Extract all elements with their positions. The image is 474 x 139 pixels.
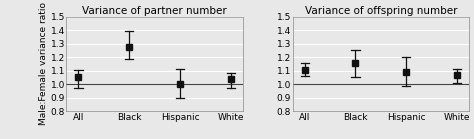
Y-axis label: Male:Female variance ratio: Male:Female variance ratio	[39, 3, 48, 125]
Title: Variance of partner number: Variance of partner number	[82, 6, 227, 16]
Title: Variance of offspring number: Variance of offspring number	[305, 6, 457, 16]
